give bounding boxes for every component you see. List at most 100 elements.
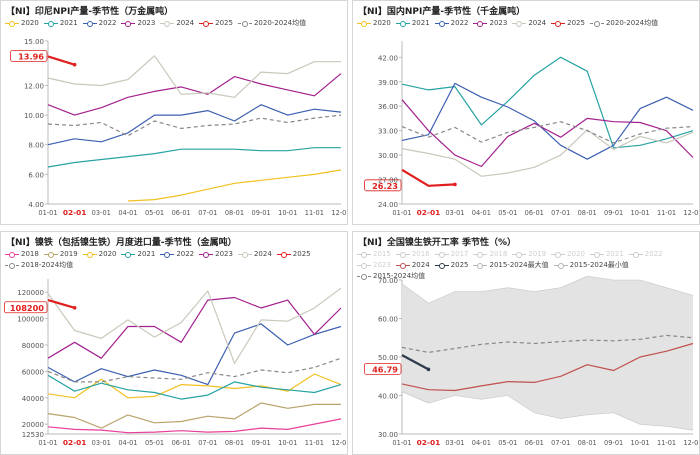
x-tick-label: 08-01 <box>225 439 244 447</box>
series-line-2021 <box>401 56 694 149</box>
legend-swatch-icon <box>5 251 19 258</box>
legend-label: 2020 <box>98 250 117 258</box>
legend-swatch-icon <box>43 251 58 258</box>
series-line-2020-2024 <box>401 121 694 144</box>
series-line-2024 <box>47 55 341 98</box>
legend-item-2023[interactable]: 2023 <box>357 260 391 271</box>
legend-item-2022[interactable]: 2022 <box>160 249 194 260</box>
chart-panel-2: 【NI】国内NPI产量-季节性（千金属吨） 2020 2021 2022 2023 202… <box>352 0 700 225</box>
legend-item-2015-2024[interactable]: 2015-2024最小值 <box>553 260 629 271</box>
series-line-2022 <box>47 323 342 386</box>
legend-swatch-icon <box>5 20 19 27</box>
legend-swatch-icon <box>434 20 449 27</box>
legend-item-2023[interactable]: 2023 <box>473 18 507 29</box>
legend-label: 2020-2024均值 <box>253 19 307 27</box>
series-line-2025 <box>401 168 455 187</box>
legend-label: 2022 <box>450 19 469 27</box>
legend-item-2021[interactable]: 2021 <box>589 249 624 260</box>
legend-item-2022[interactable]: 2022 <box>434 18 469 29</box>
legend-label: 2017 <box>450 250 469 258</box>
legend-label: 2020 <box>373 19 391 27</box>
legend-item-2021[interactable]: 2021 <box>43 18 78 29</box>
series-line-2023 <box>47 296 342 359</box>
latest-value-label: 46.79 <box>372 364 398 374</box>
legend-item-2025[interactable]: 2025 <box>434 260 468 271</box>
legend-item-2018[interactable]: 2018 <box>473 249 507 260</box>
x-tick-label: 08-01 <box>225 209 244 217</box>
min-max-band <box>402 276 693 431</box>
legend-item-2022[interactable]: 2022 <box>82 18 116 29</box>
legend-item-2015-2024[interactable]: 2015-2024最大值 <box>473 260 549 271</box>
series-line-2023 <box>401 99 694 168</box>
legend-item-2021[interactable]: 2021 <box>395 18 430 29</box>
y-tick-label: 60.00 <box>378 316 398 324</box>
legend-item-2018[interactable]: 2018 <box>5 249 39 260</box>
series-line-2018-2024 <box>47 357 342 383</box>
legend-item-2019[interactable]: 2019 <box>43 249 78 260</box>
x-tick-label: 04-01 <box>472 439 491 447</box>
y-tick-label: 30.00 <box>378 152 398 160</box>
legend-label: 2025 <box>292 250 311 258</box>
chart-legend[interactable]: 2018 2019 2020 2021 2022 2023 2024 2025 2018-202… <box>5 249 345 271</box>
legend-item-2021[interactable]: 2021 <box>121 249 155 260</box>
x-tick-label: 04-01 <box>118 209 137 217</box>
legend-item-2024[interactable]: 2024 <box>512 18 546 29</box>
legend-item-2024[interactable]: 2024 <box>237 249 272 260</box>
legend-label: 2016 <box>411 250 430 258</box>
legend-swatch-icon <box>589 251 604 258</box>
legend-item-2023[interactable]: 2023 <box>199 249 233 260</box>
legend-label: 2015 <box>373 250 391 258</box>
legend-item-2016[interactable]: 2016 <box>395 249 430 260</box>
x-tick-label: 04-01 <box>118 439 137 447</box>
series-point-2025 <box>426 367 431 372</box>
latest-value-label: 108200 <box>10 303 44 313</box>
legend-swatch-icon <box>553 262 568 269</box>
legend-item-2015[interactable]: 2015 <box>357 249 391 260</box>
x-tick-label: 02-01 <box>417 208 441 217</box>
legend-item-2024[interactable]: 2024 <box>395 260 430 271</box>
x-tick-label: 12-01 <box>331 439 347 447</box>
series-point-2025 <box>72 62 77 67</box>
legend-item-2015-2024[interactable]: 2015-2024均值 <box>357 271 425 282</box>
legend-item-2025[interactable]: 2025 <box>551 18 585 29</box>
legend-item-2020[interactable]: 2020 <box>5 18 39 29</box>
chart-legend[interactable]: 2020 2021 2022 2023 2024 2025 2020-2024均值 <box>5 18 345 29</box>
legend-item-2020-2024[interactable]: 2020-2024均值 <box>237 18 307 29</box>
legend-label: 2018-2024均值 <box>21 261 74 269</box>
chart-legend[interactable]: 2020 2021 2022 2023 2024 2025 2020-2024均值 <box>357 18 697 29</box>
legend-item-2020[interactable]: 2020 <box>82 249 117 260</box>
x-tick-label: 10-01 <box>278 439 297 447</box>
legend-item-2025[interactable]: 2025 <box>276 249 311 260</box>
legend-item-2020-2024[interactable]: 2020-2024均值 <box>589 18 658 29</box>
legend-label: 2015-2024最小值 <box>569 261 629 269</box>
series-line-2021 <box>47 374 342 400</box>
legend-item-2022[interactable]: 2022 <box>628 249 663 260</box>
x-tick-label: 03-01 <box>445 209 464 217</box>
x-tick-label: 03-01 <box>92 209 111 217</box>
legend-item-2023[interactable]: 2023 <box>121 18 155 29</box>
legend-label: 2024 <box>176 19 195 27</box>
chart-legend[interactable]: 2015 2016 2017 2018 2019 2020 2021 2022 2023 2024… <box>357 249 697 282</box>
y-tick-label: 40.00 <box>378 393 398 401</box>
legend-item-2019[interactable]: 2019 <box>512 249 546 260</box>
x-tick-label: 07-01 <box>198 439 217 447</box>
x-tick-label: 05-01 <box>145 439 164 447</box>
y-tick-label: 15.00 <box>24 38 44 46</box>
legend-item-2024[interactable]: 2024 <box>160 18 194 29</box>
x-tick-label: 06-01 <box>525 439 544 447</box>
legend-item-2020[interactable]: 2020 <box>551 249 585 260</box>
series-line-2024 <box>401 129 694 177</box>
x-tick-label: 11-01 <box>657 209 676 217</box>
legend-item-2025[interactable]: 2025 <box>199 18 233 29</box>
latest-value-badge <box>364 179 402 192</box>
legend-item-2017[interactable]: 2017 <box>434 249 469 260</box>
chart-svg: 30.00 40.00 46.79 50.00 60.00 70.00 01-01 02-01… <box>364 275 699 447</box>
legend-item-2018-2024[interactable]: 2018-2024均值 <box>5 260 73 271</box>
legend-item-2020[interactable]: 2020 <box>357 18 391 29</box>
latest-value-label: 13.96 <box>18 51 44 61</box>
series-line-2015-2024 <box>401 275 694 304</box>
x-tick-label: 02-01 <box>63 438 87 447</box>
series-line-2024 <box>401 342 694 392</box>
legend-swatch-icon <box>395 251 410 258</box>
